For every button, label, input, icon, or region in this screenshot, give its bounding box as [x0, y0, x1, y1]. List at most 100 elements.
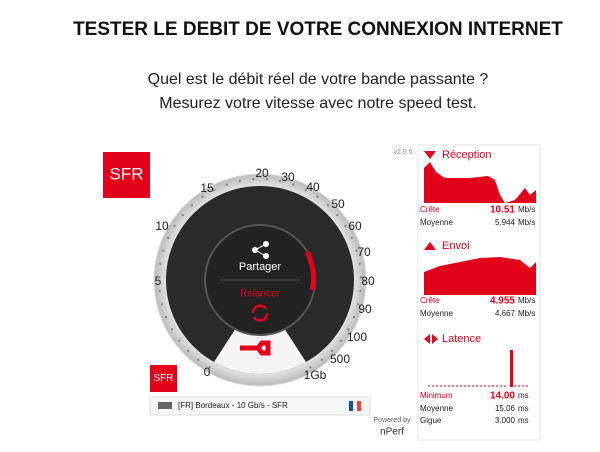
stat-label: Moyenne	[420, 309, 453, 318]
gauge-dot	[265, 178, 268, 181]
latency-spike	[510, 350, 513, 387]
gauge-dot	[352, 315, 356, 319]
stat-value: 10.51	[490, 205, 515, 216]
panel-icon	[424, 151, 436, 159]
stat-label: Crête	[420, 296, 440, 305]
server-name: [FR] Bordeaux - 10 Gb/s - SFR	[178, 401, 288, 410]
wrench-icon	[240, 340, 271, 356]
stat-unit: ms	[518, 391, 529, 400]
stat-label: Minimum	[420, 391, 453, 400]
panel-title: Latence	[442, 333, 481, 345]
gauge-label: 20	[255, 166, 269, 180]
logo	[103, 152, 150, 198]
stat-unit: Mb/s	[518, 218, 535, 227]
gauge-label: 0	[204, 365, 211, 379]
upload-graph	[424, 257, 536, 295]
gauge-dot	[158, 289, 161, 293]
stat-unit: Mb/s	[518, 205, 535, 214]
gauge-dot	[350, 236, 354, 240]
small-logo-text: SFR	[154, 373, 174, 384]
gauge-label: 15	[200, 181, 214, 195]
gauge-dot	[336, 213, 339, 217]
gauge-dot	[355, 249, 358, 252]
gauge-dot	[170, 328, 174, 331]
gauge-dot	[316, 195, 319, 199]
gauge-dot	[326, 204, 330, 207]
panel-icon	[424, 334, 438, 344]
gauge-dot	[225, 183, 228, 186]
stat-value: 14.00	[490, 391, 515, 402]
brand: nPerf	[380, 427, 404, 438]
gauge-dot	[159, 262, 162, 265]
gauge-dot	[173, 224, 176, 228]
title: TESTER LE DEBIT DE VOTRE CONNEXION INTER…	[73, 19, 563, 40]
gauge-dot	[157, 276, 161, 279]
subtitle: Mesurez votre vitesse avec notre speed t…	[159, 95, 476, 112]
server-bar[interactable]	[149, 396, 371, 416]
gauge-dot	[359, 289, 362, 293]
gauge-dot	[356, 302, 360, 306]
gauge-dot	[320, 358, 323, 362]
gauge-dot	[197, 358, 200, 362]
gauge-label: 100	[347, 330, 367, 344]
gauge-label: 10	[155, 219, 169, 233]
stat-value: 3.000	[495, 416, 516, 425]
gauge-label: 40	[306, 180, 320, 194]
gauge-label: 5	[155, 274, 162, 288]
gauge-needle-arc	[304, 250, 316, 291]
gauge-dot	[292, 183, 295, 186]
small-logo	[150, 365, 177, 392]
stat-unit: Mb/s	[518, 309, 535, 318]
stat-value: 4.955	[490, 296, 515, 307]
stat-value: 15.06	[495, 404, 516, 413]
flag	[357, 401, 361, 411]
panel-icon	[424, 242, 436, 250]
stat-label: Gigue	[420, 416, 442, 425]
gauge-dot	[160, 302, 164, 306]
gauge-label: 70	[357, 245, 371, 259]
stat-unit: ms	[518, 416, 529, 425]
panel-title: Réception	[442, 149, 492, 161]
share-button[interactable]: Partager	[239, 261, 282, 273]
logo-text: SFR	[110, 164, 144, 183]
panel-title: Envoi	[442, 240, 470, 252]
gauge-dot	[178, 339, 181, 342]
gauge-label: 1Gb	[304, 368, 327, 382]
gauge-dot	[309, 366, 312, 369]
gauge-dot	[213, 188, 216, 192]
reception-graph	[424, 162, 536, 203]
gauge-dot	[181, 213, 184, 217]
gauge-dot	[252, 178, 255, 181]
version: v2.5.5	[393, 149, 412, 156]
subtitle: Quel est le débit réel de votre bande pa…	[148, 71, 489, 88]
stat-value: 4.667	[495, 309, 516, 318]
gauge-dot	[208, 366, 211, 369]
gauge-dot	[190, 204, 194, 207]
stat-unit: ms	[518, 404, 529, 413]
stat-label: Crête	[420, 205, 440, 214]
gauge-dot	[359, 276, 363, 279]
gauge-dot	[238, 179, 241, 183]
gauge-label: 50	[331, 197, 345, 211]
stat-value: 5.944	[495, 218, 516, 227]
flag	[353, 401, 357, 411]
stat-unit: Mb/s	[518, 296, 535, 305]
stat-label: Moyenne	[420, 218, 453, 227]
gauge-label: 80	[361, 274, 375, 288]
restart-button[interactable]: Relancer	[240, 289, 281, 300]
gauge-dot	[164, 315, 168, 319]
gauge-label: 500	[330, 352, 350, 366]
stat-label: Moyenne	[420, 404, 453, 413]
gauge-label: 90	[358, 302, 372, 316]
gauge-dot	[279, 179, 282, 183]
gauge-dot	[304, 188, 307, 192]
gauge-label: 60	[348, 219, 362, 233]
gauge-dot	[358, 262, 361, 265]
server-icon	[158, 402, 172, 409]
gauge-dot	[162, 249, 165, 252]
share-icon	[252, 241, 269, 259]
gauge-dot	[166, 236, 170, 240]
flag	[349, 401, 353, 411]
gauge-dot	[339, 339, 342, 342]
